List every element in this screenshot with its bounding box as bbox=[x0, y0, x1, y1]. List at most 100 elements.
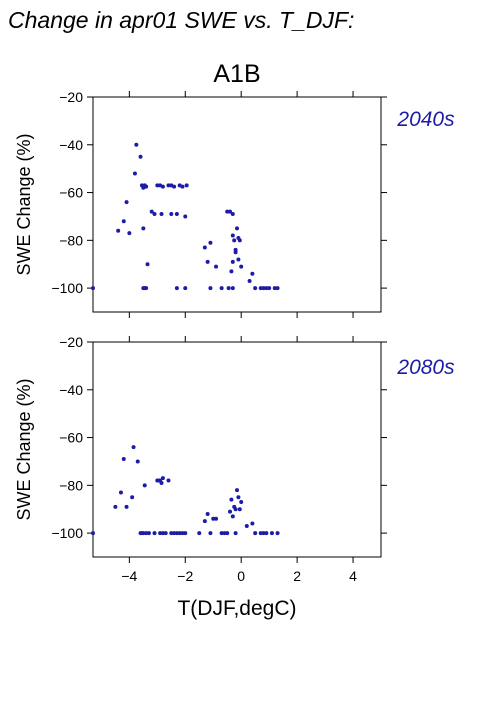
data-point bbox=[222, 531, 227, 536]
data-point bbox=[145, 262, 150, 267]
data-point bbox=[184, 183, 189, 188]
data-point bbox=[121, 457, 126, 462]
data-point bbox=[174, 212, 179, 217]
data-point bbox=[159, 212, 164, 217]
scatter-panel-2040s: −100 −80 −60 −40 −20 SWE Change (%) 2040s bbox=[14, 89, 455, 318]
data-point bbox=[152, 531, 157, 536]
data-point bbox=[239, 500, 244, 505]
data-point bbox=[121, 219, 126, 224]
data-point bbox=[160, 184, 165, 189]
data-point bbox=[264, 531, 269, 536]
data-point bbox=[208, 531, 213, 536]
data-point bbox=[226, 286, 231, 291]
data-point bbox=[237, 238, 242, 243]
data-point bbox=[135, 459, 140, 464]
data-point bbox=[229, 497, 234, 502]
data-point bbox=[169, 212, 174, 217]
data-point bbox=[149, 209, 154, 214]
data-point bbox=[202, 519, 207, 524]
data-point bbox=[208, 240, 213, 245]
panel-label: 2040s bbox=[396, 108, 455, 131]
data-point bbox=[253, 531, 258, 536]
data-point bbox=[230, 514, 235, 519]
data-point bbox=[247, 278, 252, 283]
data-point bbox=[228, 509, 233, 514]
data-point bbox=[169, 531, 174, 536]
data-point bbox=[131, 445, 136, 450]
data-point bbox=[118, 490, 123, 495]
data-point bbox=[124, 504, 129, 509]
y-tick-label: −100 bbox=[51, 525, 83, 541]
panel-label: 2080s bbox=[396, 356, 455, 379]
data-point bbox=[174, 531, 179, 536]
y-tick-label: −20 bbox=[59, 89, 83, 105]
data-point bbox=[230, 286, 235, 291]
data-point bbox=[160, 531, 165, 536]
data-point bbox=[144, 531, 149, 536]
data-point bbox=[267, 286, 272, 291]
data-point bbox=[202, 245, 207, 250]
y-axis-label: SWE Change (%) bbox=[14, 378, 34, 520]
data-point bbox=[141, 531, 146, 536]
x-tick-label: −2 bbox=[177, 568, 193, 584]
y-tick-label: −40 bbox=[59, 137, 83, 153]
data-point bbox=[237, 507, 242, 512]
data-point bbox=[180, 184, 185, 189]
data-point bbox=[230, 212, 235, 217]
data-point bbox=[258, 286, 263, 291]
x-tick-label: 2 bbox=[293, 568, 301, 584]
data-point bbox=[124, 200, 129, 205]
data-point bbox=[228, 209, 233, 214]
x-tick-label: 4 bbox=[349, 568, 357, 584]
data-point bbox=[214, 264, 219, 269]
data-point bbox=[142, 483, 147, 488]
data-point bbox=[146, 531, 151, 536]
data-point bbox=[91, 286, 95, 291]
data-point bbox=[232, 238, 237, 243]
data-point bbox=[225, 209, 230, 214]
data-point bbox=[172, 531, 177, 536]
data-point bbox=[113, 504, 118, 509]
y-tick-label: −100 bbox=[51, 280, 83, 296]
data-point bbox=[160, 476, 165, 481]
data-point bbox=[233, 250, 238, 255]
data-point bbox=[225, 531, 230, 536]
data-point bbox=[174, 286, 179, 291]
data-point bbox=[172, 184, 177, 189]
data-point bbox=[275, 531, 280, 536]
data-point bbox=[159, 480, 164, 485]
data-point bbox=[264, 286, 269, 291]
data-point bbox=[134, 142, 139, 147]
data-point bbox=[275, 286, 280, 291]
data-point bbox=[258, 531, 263, 536]
data-point bbox=[233, 531, 238, 536]
data-point bbox=[244, 523, 249, 528]
data-point bbox=[116, 228, 121, 233]
y-tick-label: −20 bbox=[59, 334, 83, 350]
data-point bbox=[261, 286, 266, 291]
data-point bbox=[155, 183, 160, 188]
data-point bbox=[183, 531, 188, 536]
figure-title: Change in apr01 SWE vs. T_DJF: bbox=[8, 7, 354, 33]
data-point bbox=[197, 531, 202, 536]
y-tick-label: −60 bbox=[59, 185, 83, 201]
data-point bbox=[272, 286, 277, 291]
data-point bbox=[177, 531, 182, 536]
data-point bbox=[166, 478, 171, 483]
data-point bbox=[230, 233, 235, 238]
x-tick-label: −4 bbox=[121, 568, 137, 584]
y-tick-label: −60 bbox=[59, 430, 83, 446]
plot-frame bbox=[92, 96, 382, 313]
data-point bbox=[250, 271, 255, 276]
data-point bbox=[230, 259, 235, 264]
data-point bbox=[158, 531, 163, 536]
data-point bbox=[236, 495, 241, 500]
data-point bbox=[250, 521, 255, 526]
data-point bbox=[127, 231, 132, 236]
data-point bbox=[208, 286, 213, 291]
data-point bbox=[144, 286, 149, 291]
data-point bbox=[253, 286, 258, 291]
x-axis-label: T(DJF,degC) bbox=[177, 597, 296, 620]
